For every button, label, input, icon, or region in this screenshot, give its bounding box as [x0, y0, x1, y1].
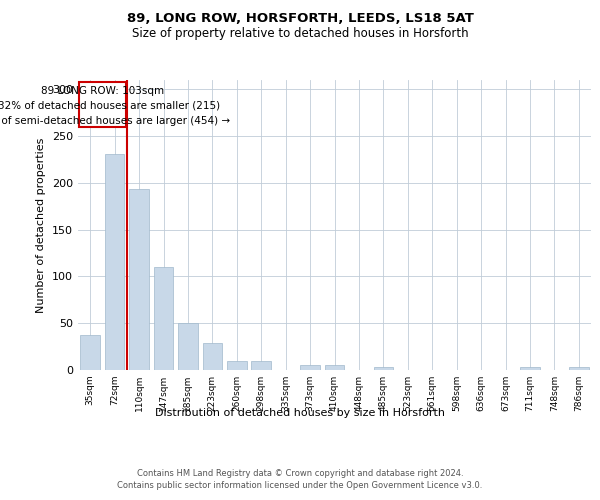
Bar	[325, 366, 344, 370]
Bar	[520, 367, 540, 370]
Bar	[251, 360, 271, 370]
Bar	[178, 323, 198, 370]
Text: 89 LONG ROW: 103sqm: 89 LONG ROW: 103sqm	[41, 86, 164, 96]
Bar	[569, 367, 589, 370]
Bar	[154, 267, 173, 370]
Text: Contains HM Land Registry data © Crown copyright and database right 2024.: Contains HM Land Registry data © Crown c…	[137, 469, 463, 478]
Text: Size of property relative to detached houses in Horsforth: Size of property relative to detached ho…	[131, 28, 469, 40]
Text: Distribution of detached houses by size in Horsforth: Distribution of detached houses by size …	[155, 408, 445, 418]
Bar	[80, 336, 100, 370]
FancyBboxPatch shape	[79, 82, 127, 127]
Bar	[105, 154, 124, 370]
Bar	[227, 360, 247, 370]
Bar	[300, 366, 320, 370]
Bar	[374, 367, 393, 370]
Text: 89, LONG ROW, HORSFORTH, LEEDS, LS18 5AT: 89, LONG ROW, HORSFORTH, LEEDS, LS18 5AT	[127, 12, 473, 26]
Y-axis label: Number of detached properties: Number of detached properties	[37, 138, 46, 312]
Text: ← 32% of detached houses are smaller (215): ← 32% of detached houses are smaller (21…	[0, 100, 220, 110]
Text: Contains public sector information licensed under the Open Government Licence v3: Contains public sector information licen…	[118, 481, 482, 490]
Bar	[130, 190, 149, 370]
Text: 68% of semi-detached houses are larger (454) →: 68% of semi-detached houses are larger (…	[0, 116, 230, 126]
Bar	[203, 343, 222, 370]
